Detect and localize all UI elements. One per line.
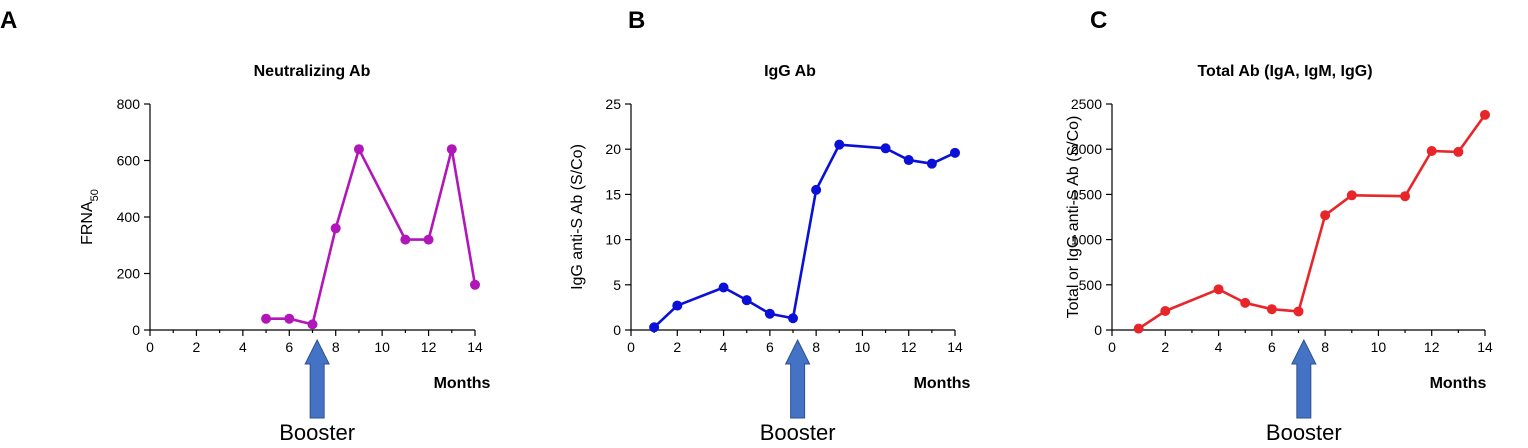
series-line [653,143,956,329]
y-axis-label: IgG anti-S Ab (S/Co) [569,144,586,290]
y-tick-label: 0 [132,322,140,338]
data-point [1426,146,1437,157]
y-tick-label: 0 [1094,322,1102,338]
x-tick-label: 10 [855,339,871,355]
chart-panel-a: A Neutralizing Ab 0 200 400 600 800 0 2 4 6 8 10 12 14… [0,7,491,445]
panel-letter: B [628,7,645,34]
data-point [741,295,752,306]
y-tick-label: 0 [613,322,621,338]
x-tick-label: 12 [421,339,437,355]
y-tick-label: 10 [605,232,621,248]
data-point [1293,306,1304,317]
x-axis-label: Months [914,375,971,392]
x-tick-label: 14 [467,339,483,355]
series-line [266,147,477,326]
x-tick-label: 2 [1161,339,1169,355]
y-tick-label: 800 [117,96,141,112]
x-tick-label: 0 [627,339,635,355]
y-tick-label: 20 [605,141,621,157]
data-point [261,313,272,324]
x-tick-label: 6 [1268,339,1276,355]
y-tick-label: 1000 [1071,232,1102,248]
data-point [1480,109,1490,120]
booster-arrow [304,338,330,419]
x-tick-label: 14 [947,339,963,355]
booster-label: Booster [279,420,355,445]
data-point [1320,210,1331,221]
data-point [926,158,937,169]
data-point [1346,190,1357,201]
y-tick-label: 25 [605,96,621,112]
y-tick-label: 500 [1079,277,1103,293]
x-tick-label: 4 [720,339,728,355]
x-tick-label: 8 [1321,339,1329,355]
data-point [834,139,845,150]
panel-letter: C [1090,7,1107,34]
x-tick-label: 2 [193,339,201,355]
chart-title: Neutralizing Ab [254,63,371,80]
data-point [880,143,891,154]
data-point [1160,306,1171,317]
x-axis-label: Months [434,375,491,392]
y-tick-label: 2000 [1071,141,1102,157]
data-point [950,147,960,158]
chart-panel-c: C Total Ab (IgA, IgM, IgG) 0 500 1000 1500 200… [1065,7,1493,445]
y-axis-label: Total or IgG anti-S Ab (S/Co) [1065,116,1082,319]
chart-title: IgG Ab [764,63,816,80]
x-tick-label: 14 [1477,339,1493,355]
x-tick-label: 10 [374,339,390,355]
chart-panel-b: B IgG Ab 0 5 10 15 20 25 0 2 4 6 8 10 12 14 IgG anti-S A… [569,7,971,445]
data-point [353,144,364,155]
data-point [330,223,341,234]
booster-arrow [1291,338,1317,419]
y-tick-label: 5 [613,277,621,293]
data-point [788,313,798,324]
data-point [1266,304,1277,315]
data-point [400,234,411,245]
data-point [423,234,434,245]
x-tick-label: 4 [1215,339,1223,355]
y-tick-label: 1500 [1071,186,1102,202]
y-tick-label: 200 [117,266,141,282]
data-point [764,308,775,319]
y-axis-label: FRNA50 [79,189,101,245]
data-point [903,155,914,166]
chart-title: Total Ab (IgA, IgM, IgG) [1197,63,1372,80]
data-point [1213,284,1224,295]
y-tick-label: 400 [117,209,141,225]
booster-label: Booster [1266,420,1342,445]
data-point [1400,191,1411,202]
y-tick-label: 2500 [1071,96,1102,112]
x-tick-label: 6 [285,339,293,355]
x-tick-label: 2 [673,339,681,355]
data-point [307,319,318,330]
data-point [1240,297,1251,308]
x-tick-label: 12 [1424,339,1440,355]
y-axis-label-subscript: 50 [89,189,101,201]
data-point [1133,323,1144,334]
x-tick-label: 4 [239,339,247,355]
data-point [811,184,822,195]
x-tick-label: 0 [1108,339,1116,355]
data-point [1453,146,1464,157]
x-tick-label: 12 [901,339,917,355]
booster-arrow [784,338,811,419]
x-tick-label: 8 [332,339,340,355]
data-point [284,313,295,324]
panel-letter: A [0,7,17,34]
data-point [672,300,683,311]
x-tick-label: 8 [812,339,820,355]
data-point [649,322,660,333]
x-axis-label: Months [1430,375,1487,392]
x-tick-label: 10 [1371,339,1387,355]
y-tick-label: 15 [605,186,621,202]
y-tick-label: 600 [117,153,141,169]
data-point [718,282,729,293]
data-point [470,279,480,290]
data-point [446,144,457,155]
x-tick-label: 0 [146,339,154,355]
booster-label: Booster [760,420,836,445]
x-tick-label: 6 [766,339,774,355]
